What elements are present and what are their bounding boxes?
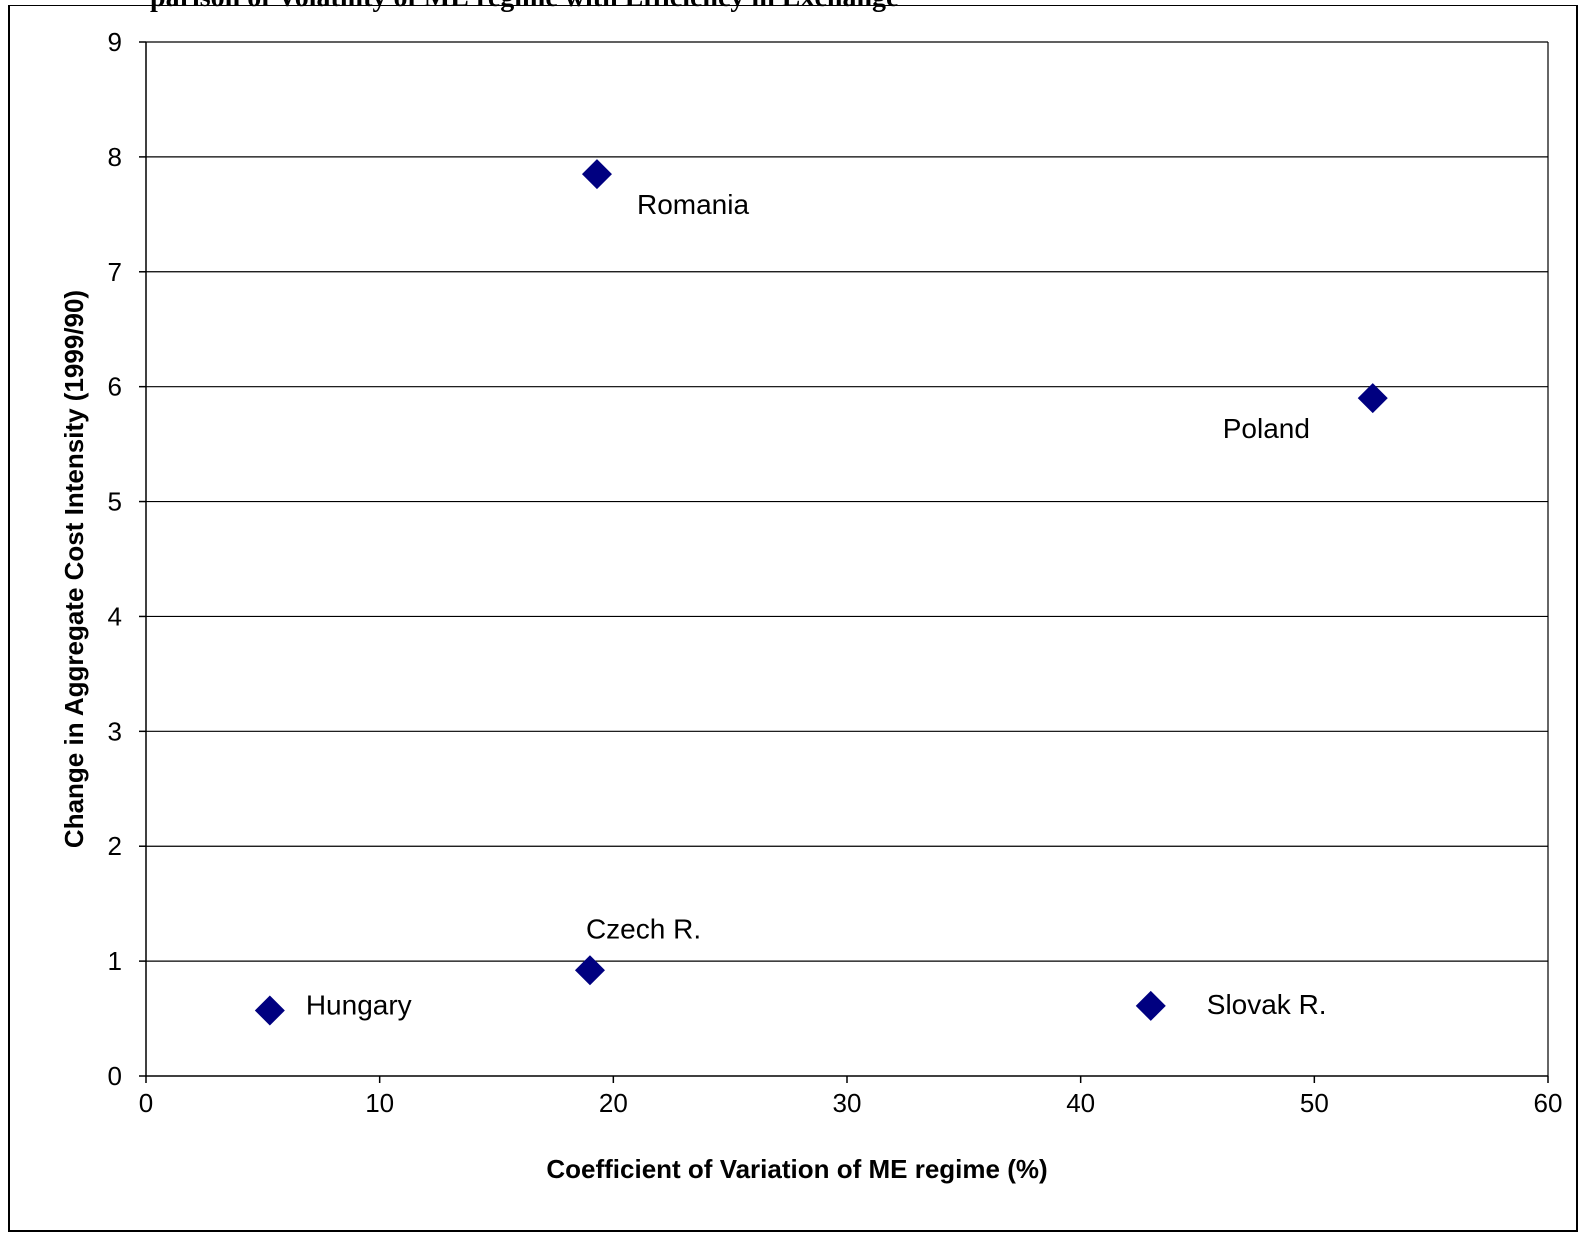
figure-caption: parison of Volatility of ME regime with … bbox=[150, 0, 898, 14]
y-tick-label: 7 bbox=[108, 257, 122, 287]
y-tick-label: 5 bbox=[108, 487, 122, 517]
point-labels: Romania Poland Czech R. Hungary Slovak R. bbox=[306, 189, 1327, 1020]
data-point-hungary bbox=[254, 995, 285, 1026]
point-label-slovak-r: Slovak R. bbox=[1207, 989, 1327, 1020]
x-tick-label: 40 bbox=[1066, 1088, 1095, 1118]
x-axis-title: Coefficient of Variation of ME regime (%… bbox=[546, 1154, 1047, 1184]
y-tick-label: 4 bbox=[108, 601, 122, 631]
data-point-poland bbox=[1357, 383, 1388, 414]
gridlines bbox=[146, 41, 1548, 962]
x-tick-label: 10 bbox=[365, 1088, 394, 1118]
data-points bbox=[254, 159, 1388, 1026]
data-point-slovak-r bbox=[1135, 990, 1166, 1021]
data-point-romania bbox=[581, 159, 612, 190]
x-tick-label: 0 bbox=[139, 1088, 153, 1118]
tick-labels: 0 1 2 3 4 5 6 7 8 9 0 10 20 30 40 50 60 bbox=[108, 27, 1563, 1118]
point-label-poland: Poland bbox=[1223, 413, 1310, 444]
y-tick-label: 6 bbox=[108, 372, 122, 402]
y-tick-label: 8 bbox=[108, 142, 122, 172]
x-tick-label: 50 bbox=[1300, 1088, 1329, 1118]
x-tick-label: 30 bbox=[833, 1088, 862, 1118]
point-label-romania: Romania bbox=[637, 189, 749, 220]
axes bbox=[139, 41, 1549, 1083]
y-tick-label: 2 bbox=[108, 831, 122, 861]
x-tick-label: 60 bbox=[1534, 1088, 1563, 1118]
y-tick-label: 9 bbox=[108, 27, 122, 57]
point-label-czech-r: Czech R. bbox=[586, 913, 701, 944]
y-axis-title: Change in Aggregate Cost Intensity (1999… bbox=[59, 290, 89, 848]
point-label-hungary: Hungary bbox=[306, 990, 412, 1021]
y-tick-label: 0 bbox=[108, 1061, 122, 1091]
y-tick-label: 1 bbox=[108, 946, 122, 976]
chart-frame bbox=[8, 6, 1578, 1232]
data-point-czech-r bbox=[574, 955, 605, 986]
y-tick-label: 3 bbox=[108, 716, 122, 746]
x-tick-label: 20 bbox=[599, 1088, 628, 1118]
